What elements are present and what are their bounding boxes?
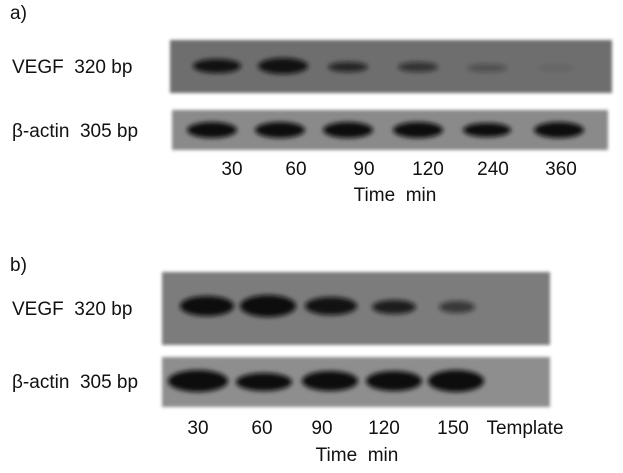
- gel-band: [428, 370, 484, 392]
- gel-band: [180, 296, 234, 316]
- lane-label: 120: [368, 418, 400, 439]
- row-label: VEGF 320 bp: [12, 299, 132, 320]
- gel-band: [534, 122, 584, 138]
- gel-band: [323, 122, 373, 138]
- page: {"panels": [ {"label": "a)", "rows": [{"…: [0, 0, 623, 473]
- gels: [162, 40, 612, 407]
- gel-band: [302, 371, 358, 391]
- figure: a) VEGF 320 bp β-actin 305 bp 30 60 90 1…: [0, 0, 623, 473]
- gel-band: [372, 300, 416, 314]
- lane-label: 60: [285, 159, 306, 180]
- row-label: β-actin 305 bp: [12, 372, 138, 393]
- gel-band: [240, 295, 296, 317]
- lane-label: 360: [545, 159, 577, 180]
- lane-label: 240: [477, 159, 509, 180]
- gel-band: [258, 58, 308, 74]
- gel-band: [398, 62, 438, 72]
- gel-band: [463, 123, 511, 137]
- gel-band: [439, 301, 475, 313]
- gel-band: [236, 373, 292, 391]
- gel-band: [393, 122, 443, 138]
- lane-label: 120: [412, 159, 444, 180]
- gel-band: [467, 64, 507, 72]
- gel-band: [193, 59, 241, 73]
- lane-label: 90: [311, 418, 332, 439]
- lane-label: Template: [486, 418, 563, 439]
- lane-label: 30: [221, 159, 242, 180]
- gel-band: [168, 370, 228, 392]
- panel-label: a): [10, 3, 27, 24]
- gel-band: [366, 371, 422, 391]
- row-label: β-actin 305 bp: [12, 121, 138, 142]
- gel-band: [538, 65, 574, 71]
- row-label: VEGF 320 bp: [12, 57, 132, 78]
- axis-title: Time min: [316, 445, 399, 466]
- axis-title: Time min: [354, 185, 437, 206]
- gel-band: [255, 122, 305, 138]
- lane-label: 30: [187, 418, 208, 439]
- gel-band: [187, 122, 237, 138]
- gel-band: [305, 297, 357, 315]
- lane-label: 150: [437, 418, 469, 439]
- panel-label: b): [10, 255, 27, 276]
- lane-label: 90: [353, 159, 374, 180]
- lane-label: 60: [251, 418, 272, 439]
- gel-band: [328, 62, 368, 72]
